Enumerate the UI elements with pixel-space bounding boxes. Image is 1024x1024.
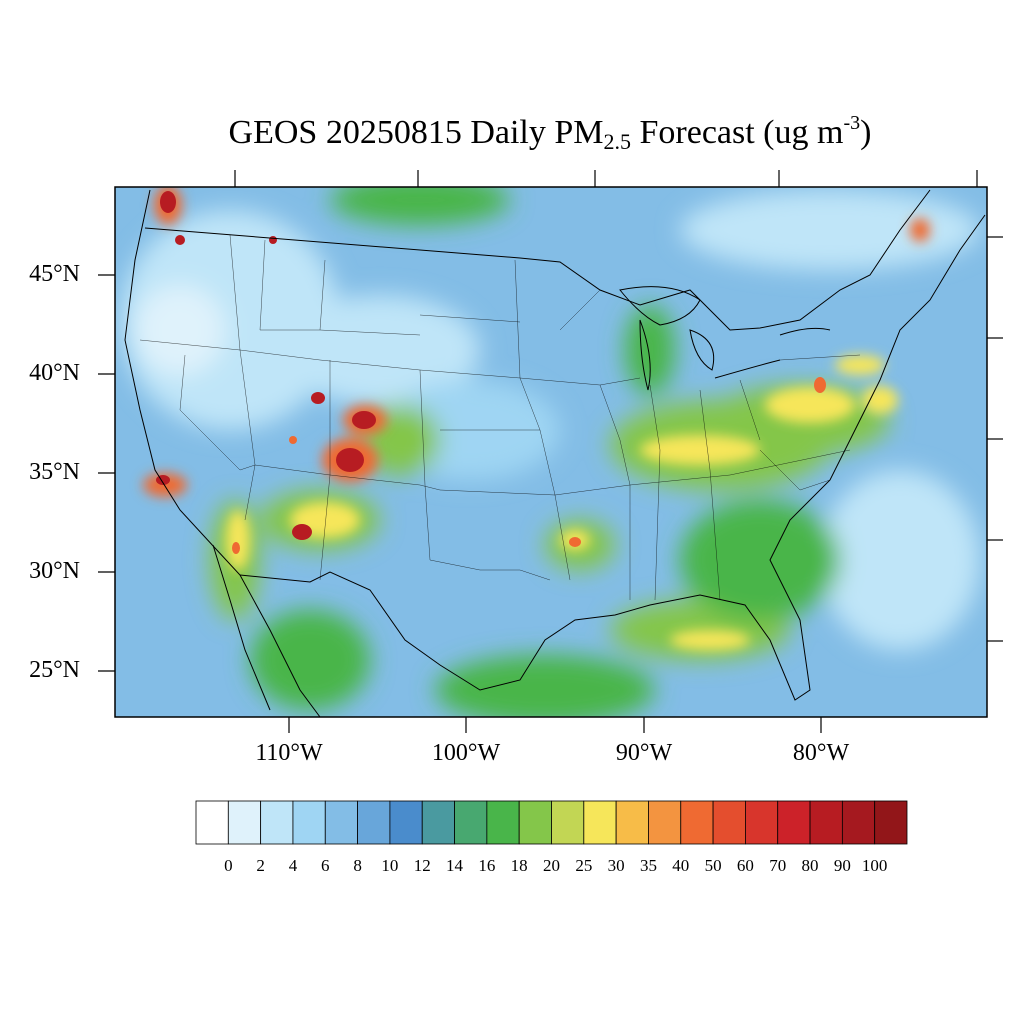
colorbar-swatch	[841, 800, 876, 845]
colorbar-tick-label: 4	[288, 856, 298, 875]
colorbar-swatch	[648, 800, 682, 845]
canada-border	[144, 189, 931, 331]
colorbar-swatch	[615, 800, 649, 845]
colorbar-swatch	[389, 800, 423, 845]
colorbar-tick-label: 80	[801, 856, 819, 875]
colorbar-tick-label: 10	[381, 856, 399, 875]
colorbar-swatch	[357, 800, 391, 845]
lon-label-80w: 80°W	[792, 740, 850, 766]
lake-ontario	[779, 327, 831, 336]
colorbar-tick-label: 12	[413, 856, 431, 875]
gulf-atlantic-coastline	[239, 214, 986, 701]
map-frame	[114, 186, 988, 718]
colorbar-tick-label: 100	[861, 856, 888, 875]
lon-label-110w: 110°W	[255, 740, 323, 766]
lon-label-90w: 90°W	[615, 740, 673, 766]
colorbar-tick-label: 90	[833, 856, 851, 875]
colorbar-tick-label: 25	[575, 856, 593, 875]
lat-label-40n: 40°N	[29, 360, 80, 386]
colorbar-swatch	[195, 800, 229, 845]
colorbar-swatch	[518, 800, 552, 845]
colorbar-swatch	[292, 800, 326, 845]
colorbar-tick-label: 35	[639, 856, 657, 875]
lake-erie	[714, 359, 781, 379]
colorbar-swatch	[777, 800, 811, 845]
colorbar-swatch	[486, 800, 520, 845]
colorbar-tick-label: 60	[736, 856, 754, 875]
colorbar	[195, 800, 908, 845]
lake-huron	[689, 329, 715, 371]
colorbar-swatch	[745, 800, 779, 845]
hotspots	[143, 187, 930, 650]
pacific-coastline	[124, 189, 321, 717]
lon-label-100w: 100°W	[431, 740, 501, 766]
colorbar-swatch	[421, 800, 455, 845]
colorbar-swatch	[227, 800, 262, 845]
colorbar-swatch	[874, 800, 908, 845]
lake-superior	[619, 286, 701, 326]
colorbar-swatch	[680, 800, 714, 845]
lat-label-25n: 25°N	[29, 657, 80, 683]
coastlines-and-borders	[124, 189, 986, 717]
colorbar-swatch	[583, 800, 617, 845]
hotspot-cores	[156, 191, 826, 554]
colorbar-tick-label: 18	[510, 856, 528, 875]
lat-label-45n: 45°N	[29, 261, 80, 287]
colorbar-tick-label: 30	[607, 856, 625, 875]
concentration-field	[120, 187, 980, 717]
map-title: GEOS 20250815 Daily PM2.5 Forecast (ug m…	[228, 112, 872, 154]
colorbar-tick-label: 70	[769, 856, 787, 875]
colorbar-swatch	[324, 800, 358, 845]
colorbar-tick-label: 8	[353, 856, 362, 875]
colorbar-tick-label: 20	[543, 856, 560, 875]
colorbar-swatch	[260, 800, 294, 845]
state-borders	[139, 234, 861, 601]
colorbar-tick-label: 6	[321, 856, 330, 875]
lat-label-35n: 35°N	[29, 459, 80, 485]
baja-coast	[212, 544, 271, 711]
lat-label-30n: 30°N	[29, 558, 80, 584]
colorbar-swatch	[551, 800, 585, 845]
colorbar-swatch	[712, 800, 746, 845]
map-field	[115, 187, 987, 717]
colorbar-swatch	[454, 800, 488, 845]
colorbar-tick-label: 2	[256, 856, 265, 875]
colorbar-tick-label: 0	[224, 856, 233, 875]
colorbar-tick-label: 40	[672, 856, 690, 875]
colorbar-tick-label: 50	[704, 856, 722, 875]
lake-michigan	[639, 319, 651, 391]
colorbar-tick-label: 16	[478, 856, 496, 875]
axis-ticks	[98, 170, 1003, 733]
colorbar-swatch	[809, 800, 843, 845]
colorbar-tick-label: 14	[446, 856, 464, 875]
